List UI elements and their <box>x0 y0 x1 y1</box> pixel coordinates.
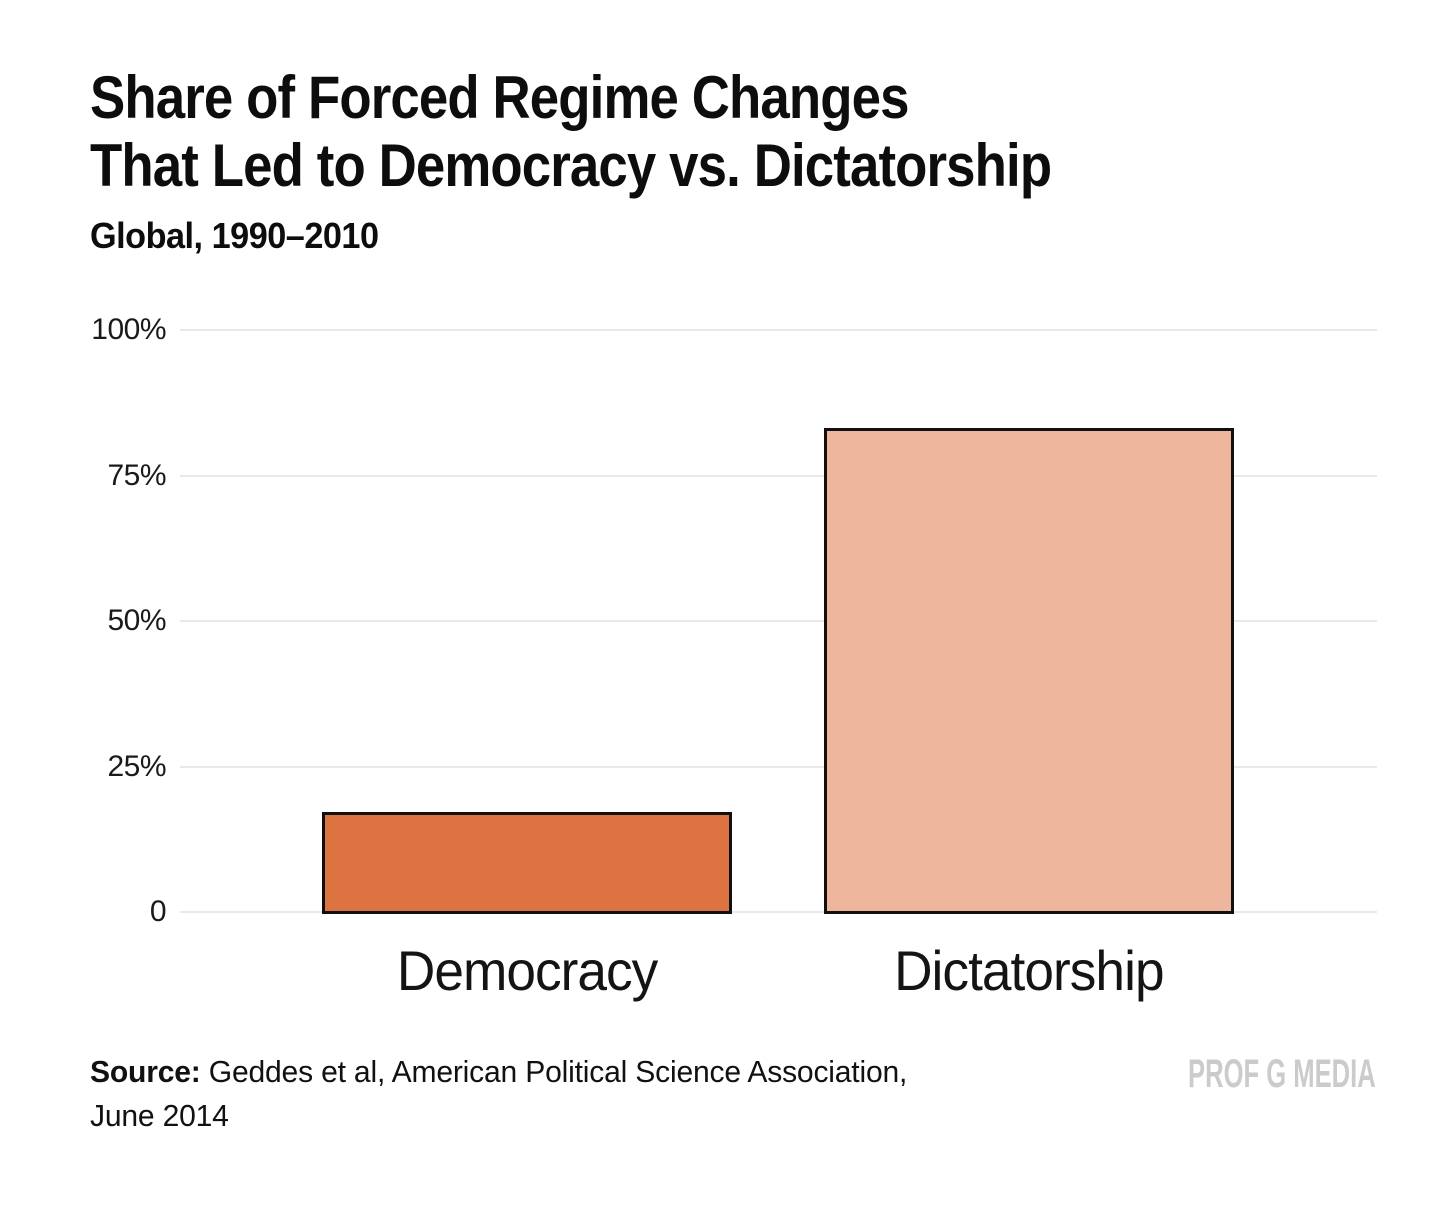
page-title-line-2: That Led to Democracy vs. Dictatorship <box>90 132 1052 199</box>
y-tick-label-50: 50% <box>107 604 166 637</box>
x-category-label-democracy: Democracy <box>277 936 777 1006</box>
x-category-label-text: Democracy <box>396 939 658 1002</box>
page-title: Share of Forced Regime Changes That Led … <box>90 64 1052 200</box>
source-line-1: Source: Geddes et al, American Political… <box>90 1050 907 1094</box>
gridline-0 <box>180 911 1377 913</box>
bar-democracy <box>322 812 732 914</box>
gridline-50 <box>180 620 1377 622</box>
bar-dictatorship <box>824 428 1234 914</box>
gridline-25 <box>180 765 1377 768</box>
y-tick-label-0: 0 <box>149 895 167 928</box>
watermark-prof-g-media: PROF G MEDIA <box>1188 1052 1376 1096</box>
x-category-label-dictatorship: Dictatorship <box>779 936 1279 1006</box>
chart-subtitle: Global, 1990–2010 <box>90 215 379 256</box>
gridline-100 <box>180 329 1377 331</box>
y-tick-label-25: 25% <box>107 749 166 783</box>
gridline-75 <box>180 474 1377 477</box>
source-note: Source: Geddes et al, American Political… <box>90 1050 907 1138</box>
page-title-line-1: Share of Forced Regime Changes <box>90 64 909 131</box>
source-line-2: June 2014 <box>90 1098 229 1133</box>
y-tick-label-75: 75% <box>107 458 166 492</box>
source-label: Source: <box>90 1054 201 1089</box>
x-category-label-text: Dictatorship <box>894 939 1164 1002</box>
y-tick-label-100: 100% <box>91 313 166 346</box>
source-text: Geddes et al, American Political Science… <box>200 1054 908 1089</box>
